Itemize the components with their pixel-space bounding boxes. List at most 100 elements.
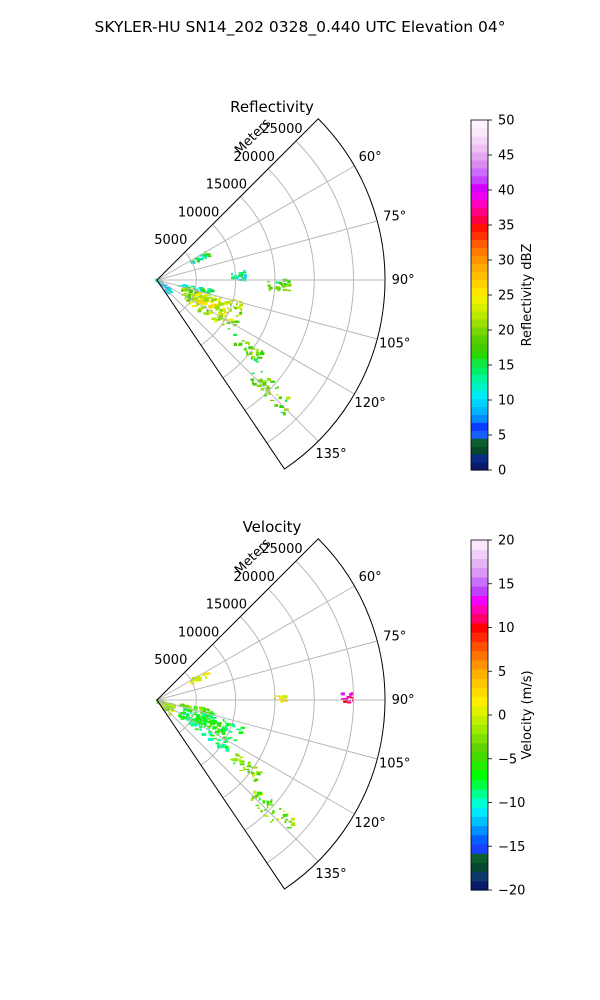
echo-gate xyxy=(187,287,191,289)
echo-gate xyxy=(196,259,201,263)
echo-gate xyxy=(230,758,235,761)
echo-gate xyxy=(287,398,289,400)
echo-gate xyxy=(229,300,233,304)
colorbar-tick-label: 20 xyxy=(498,324,515,339)
range-tick-label: 25000 xyxy=(261,542,302,557)
echo-gate xyxy=(219,296,222,299)
echo-gate xyxy=(215,742,220,745)
echo-gate xyxy=(235,302,238,306)
echo-gate xyxy=(255,361,260,363)
echo-gate xyxy=(238,300,243,303)
echo-gate xyxy=(219,302,224,306)
colorbar-segment xyxy=(471,871,488,882)
colorbar-segment xyxy=(471,733,488,744)
colorbar-tick-label: 5 xyxy=(498,665,506,680)
echo-gate xyxy=(225,724,227,728)
echo-gate xyxy=(208,312,213,315)
echo-gate xyxy=(221,744,227,746)
echo-gate xyxy=(256,791,262,795)
echo-gate xyxy=(194,291,199,294)
echo-gate xyxy=(210,296,213,299)
echo-gate xyxy=(207,708,210,712)
azimuth-spoke xyxy=(156,585,355,701)
echo-gate xyxy=(199,296,204,298)
echo-gate xyxy=(201,257,204,261)
echo-gate xyxy=(233,762,236,765)
echo-gate xyxy=(233,342,237,346)
echo-gate xyxy=(200,716,203,719)
echo-gate xyxy=(204,724,207,727)
colorbar-segment xyxy=(471,438,488,447)
colorbar-segment xyxy=(471,843,488,854)
echo-gate xyxy=(266,800,270,803)
echo-gate xyxy=(202,298,207,301)
echo-gate xyxy=(266,387,271,390)
echo-gate xyxy=(232,306,235,308)
colorbar-tick-label: 0 xyxy=(498,464,506,479)
colorbar-segment xyxy=(471,199,488,209)
echo-gate xyxy=(196,294,201,297)
colorbar-tick-label: −10 xyxy=(498,796,525,811)
echo-gate xyxy=(257,356,263,359)
echo-gate xyxy=(283,699,288,702)
colorbar-segment xyxy=(471,350,488,360)
echo-gate xyxy=(242,278,247,280)
colorbar-segment xyxy=(471,159,488,169)
range-ring xyxy=(200,644,237,766)
echo-gate xyxy=(202,710,205,714)
echo-gate xyxy=(277,386,279,389)
azimuth-tick-label: 90° xyxy=(392,273,415,288)
echo-gate xyxy=(276,818,279,821)
echo-gate xyxy=(205,255,208,258)
echo-gate xyxy=(232,299,237,302)
colorbar-tick-label: 10 xyxy=(498,621,515,636)
echo-gate xyxy=(227,737,232,739)
echo-gate xyxy=(217,318,221,321)
echo-gate xyxy=(187,295,191,298)
echo-gate xyxy=(282,283,285,287)
echo-gate xyxy=(204,306,207,308)
colorbar: 0 5 10 15 20 25 30 35 40 45 50 Reflectivity dBZ xyxy=(470,114,535,479)
echo-gate xyxy=(243,766,246,770)
colorbar-tick-label: −15 xyxy=(498,840,525,855)
echo-gate xyxy=(268,287,273,289)
echo-gate xyxy=(245,341,249,344)
sector-outline xyxy=(156,538,386,890)
echo-gate xyxy=(181,712,187,715)
azimuth-spoke xyxy=(156,165,355,281)
echo-gate xyxy=(186,299,191,302)
echo-gate xyxy=(213,726,218,729)
echo-gate xyxy=(198,254,202,257)
colorbar-segment xyxy=(471,576,488,587)
echo-gate xyxy=(212,721,215,723)
echo-gate xyxy=(244,347,247,350)
echo-gate xyxy=(260,378,263,380)
echo-gate xyxy=(226,301,231,304)
echo-gate xyxy=(268,289,271,292)
colorbar-segment xyxy=(471,120,488,129)
echo-gate xyxy=(233,739,238,742)
azimuth-tick-label: 105° xyxy=(379,757,410,772)
echo-gate xyxy=(218,316,223,320)
range-tick-label: 10000 xyxy=(178,625,219,640)
echo-gate xyxy=(206,293,211,296)
echo-gate xyxy=(286,813,289,817)
echo-gate xyxy=(236,306,242,310)
echo-gate xyxy=(256,348,259,353)
echo-gate xyxy=(210,298,216,302)
echo-gate xyxy=(280,411,285,413)
echo-gate xyxy=(254,779,259,781)
echo-gate xyxy=(206,716,209,720)
azimuth-tick-label: 135° xyxy=(315,867,346,882)
echo-gate xyxy=(258,797,261,801)
colorbar-segment xyxy=(471,862,488,873)
echo-gate xyxy=(259,352,265,355)
echo-gate xyxy=(269,800,273,804)
echo-gate xyxy=(171,710,176,712)
colorbar-segment xyxy=(471,239,488,248)
echo-gate xyxy=(202,256,207,258)
echo-gate xyxy=(219,313,223,317)
echo-gate xyxy=(230,736,233,739)
echo-gate xyxy=(239,763,245,766)
echo-gate xyxy=(207,712,211,715)
